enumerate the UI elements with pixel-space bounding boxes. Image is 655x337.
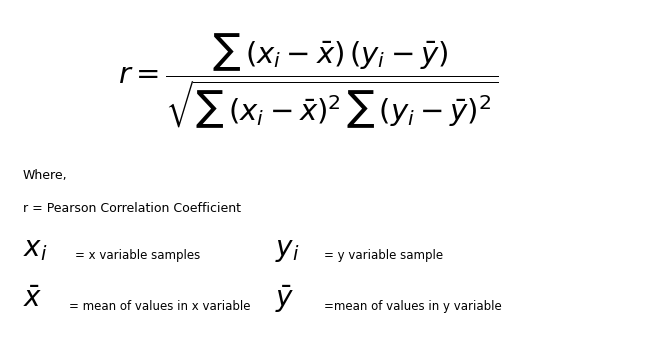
Text: r = Pearson Correlation Coefficient: r = Pearson Correlation Coefficient	[23, 203, 241, 215]
Text: = y variable sample: = y variable sample	[324, 249, 443, 263]
Text: $\bar{x}$: $\bar{x}$	[23, 287, 43, 313]
Text: $r = \dfrac{\sum\,(x_i - \bar{x})\,(y_i - \bar{y})}{\sqrt{\sum\,(x_i - \bar{x})^: $r = \dfrac{\sum\,(x_i - \bar{x})\,(y_i …	[118, 31, 498, 131]
Text: = mean of values in x variable: = mean of values in x variable	[69, 300, 250, 313]
Text: = x variable samples: = x variable samples	[75, 249, 200, 263]
Text: $y_i$: $y_i$	[275, 238, 299, 264]
Text: $x_i$: $x_i$	[23, 238, 47, 263]
Text: =mean of values in y variable: =mean of values in y variable	[324, 300, 502, 313]
Text: Where,: Where,	[23, 169, 67, 182]
Text: $\bar{y}$: $\bar{y}$	[275, 283, 295, 315]
